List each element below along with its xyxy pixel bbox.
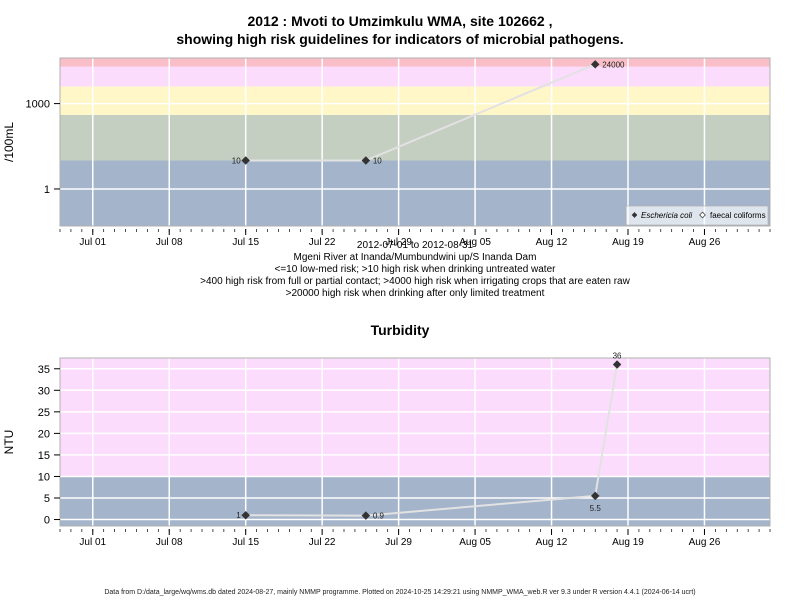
turbidity-data-point-3 <box>612 360 622 369</box>
turbidity-y-tick-label-4: 20 <box>38 428 50 440</box>
turbidity-y-tick-label-2: 10 <box>38 471 50 483</box>
chart-title: 2012 : Mvoti to Umzimkulu WMA, site 1026… <box>0 12 800 48</box>
turbidity-y-tick-label-6: 30 <box>38 385 50 397</box>
turbidity-y-tick-label-3: 15 <box>38 450 50 462</box>
turbidity-x-tick-label-5: Aug 05 <box>459 537 491 548</box>
turbidity-data-label-1: 0.9 <box>373 512 385 521</box>
guideline-3: >20000 high risk when drinking after onl… <box>285 288 545 299</box>
turbidity-x-tick-label-4: Jul 29 <box>385 537 412 548</box>
ecoli-legend-symbol-0 <box>631 212 638 218</box>
turbidity-data-label-3: 36 <box>613 351 622 360</box>
ecoli-x-tick-label-1: Jul 08 <box>156 237 183 248</box>
turbidity-band-0 <box>60 476 770 526</box>
ecoli-y-tick-label-0: 1 <box>44 184 50 196</box>
ecoli-legend-label-1: faecal coliforms <box>710 211 766 220</box>
ecoli-data-point-0 <box>241 156 250 165</box>
ecoli-x-tick-label-2: Jul 15 <box>232 237 259 248</box>
ecoli-legend-box <box>625 205 769 226</box>
ecoli-x-tick-label-7: Aug 19 <box>612 237 644 248</box>
turbidity-title: Turbidity <box>370 322 430 338</box>
date-range: 2012-07-01 to 2012-08-31 <box>356 240 474 251</box>
ecoli-x-tick-label-5: Aug 05 <box>459 237 491 248</box>
ecoli-legend-symbol-1 <box>699 211 706 219</box>
ecoli-x-tick-label-4: Jul 29 <box>385 237 412 248</box>
ecoli-data-label-1: 10 <box>373 157 382 166</box>
ecoli-band-4 <box>60 58 770 67</box>
ecoli-x-tick-label-3: Jul 22 <box>309 237 336 248</box>
ecoli-x-tick-label-6: Aug 12 <box>536 237 568 248</box>
turbidity-y-tick-label-7: 35 <box>38 364 50 376</box>
ecoli-band-2 <box>60 86 770 115</box>
turbidity-y-axis-label: NTU <box>2 430 16 455</box>
ecoli-data-point-1 <box>361 156 371 165</box>
site-info: 2012-07-01 to 2012-08-31 Mgeni River at … <box>60 240 770 300</box>
chart-title-line1: 2012 : Mvoti to Umzimkulu WMA, site 1026… <box>247 13 553 29</box>
ecoli-data-label-0: 10 <box>232 157 241 166</box>
ecoli-plot-frame <box>59 57 771 227</box>
ecoli-band-1 <box>60 114 770 161</box>
turbidity-band-1 <box>60 358 770 477</box>
ecoli-band-3 <box>60 66 770 87</box>
ecoli-x-tick-label-8: Aug 26 <box>689 237 721 248</box>
turbidity-series-line <box>245 364 619 517</box>
ecoli-y-axis-label: /100mL <box>2 122 16 162</box>
turbidity-plot-frame <box>59 357 771 527</box>
turbidity-x-tick-label-6: Aug 12 <box>536 537 568 548</box>
turbidity-data-point-2 <box>590 491 600 501</box>
turbidity-y-tick-label-1: 5 <box>44 493 50 505</box>
turbidity-data-label-2: 5.5 <box>590 504 602 513</box>
turbidity-x-tick-label-0: Jul 01 <box>79 537 106 548</box>
turbidity-x-tick-label-2: Jul 15 <box>232 537 259 548</box>
guideline-1: <=10 low-med risk; >10 high risk when dr… <box>274 264 556 275</box>
chart-title-line2: showing high risk guidelines for indicat… <box>176 31 624 47</box>
turbidity-data-label-0: 1 <box>236 511 241 520</box>
site-name: Mgeni River at Inanda/Mumbundwini up/S I… <box>293 252 537 263</box>
turbidity-y-tick-label-5: 25 <box>38 407 50 419</box>
turbidity-x-tick-label-1: Jul 08 <box>156 537 183 548</box>
ecoli-legend-label-0: Eschericia coli <box>641 211 692 220</box>
ecoli-y-tick-label-1: 1000 <box>26 99 50 111</box>
turbidity-x-tick-label-7: Aug 19 <box>612 537 644 548</box>
turbidity-y-tick-label-0: 0 <box>44 515 50 527</box>
turbidity-x-tick-label-3: Jul 22 <box>309 537 336 548</box>
ecoli-data-label-2: 24000 <box>602 60 625 69</box>
turbidity-x-tick-label-8: Aug 26 <box>689 537 721 548</box>
footer-note: Data from D:/data_large/wq/wms.db dated … <box>104 589 696 596</box>
guideline-2: >400 high risk from full or partial cont… <box>200 276 630 287</box>
ecoli-x-tick-label-0: Jul 01 <box>79 237 106 248</box>
turbidity-data-point-1 <box>361 511 371 520</box>
